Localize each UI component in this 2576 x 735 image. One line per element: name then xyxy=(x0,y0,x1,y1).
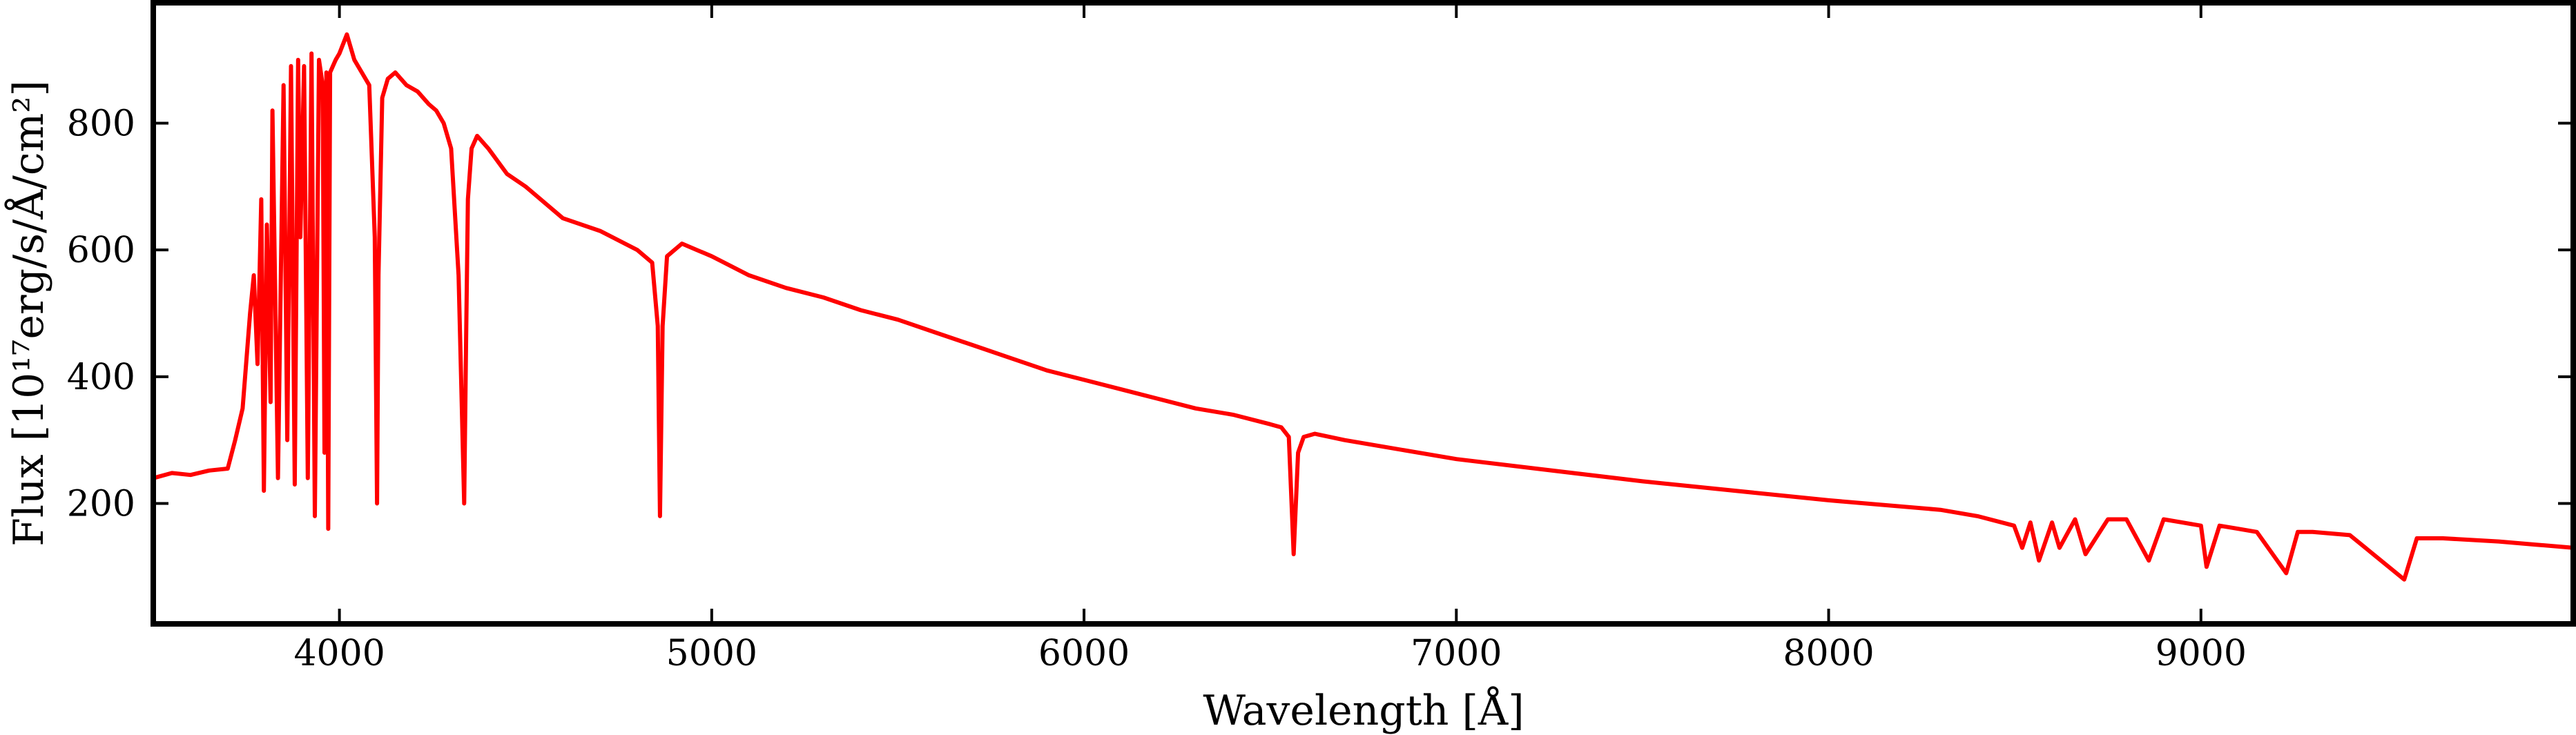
x-tick-label: 9000 xyxy=(2156,633,2247,674)
x-tick-label: 7000 xyxy=(1411,633,1502,674)
y-tick-label: 400 xyxy=(67,357,135,398)
y-axis-title: Flux [10¹⁷erg/s/Å/cm²] xyxy=(4,80,53,547)
y-tick-label: 800 xyxy=(67,103,135,144)
x-tick-label: 5000 xyxy=(666,633,757,674)
x-axis-title: Wavelength [Å] xyxy=(1203,686,1524,735)
axis-tick-labels: 4000 5000 6000 7000 8000 9000 200 400 600 800 xyxy=(67,103,2247,674)
x-tick-label: 4000 xyxy=(293,633,385,674)
y-tick-label: 600 xyxy=(67,230,135,271)
y-tick-label: 200 xyxy=(67,484,135,525)
spectrum-line xyxy=(151,32,2575,582)
axis-ticks xyxy=(153,3,2573,624)
x-tick-label: 8000 xyxy=(1783,633,1874,674)
plot-frame xyxy=(151,0,2576,627)
x-tick-label: 6000 xyxy=(1038,633,1130,674)
